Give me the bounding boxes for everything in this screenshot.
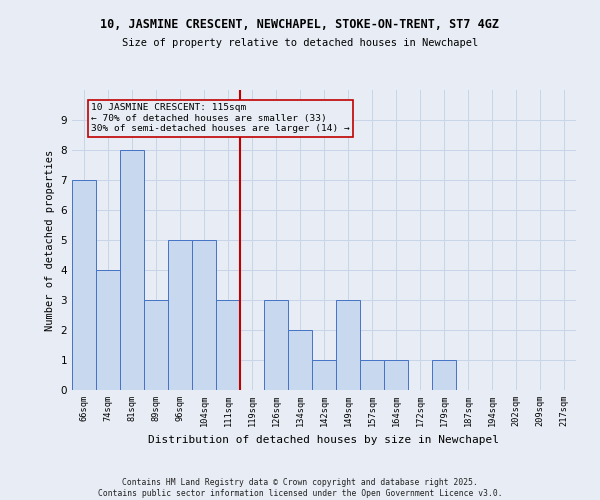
Bar: [312, 360, 336, 390]
Text: Size of property relative to detached houses in Newchapel: Size of property relative to detached ho…: [122, 38, 478, 48]
Bar: [72, 180, 96, 390]
Bar: [432, 360, 456, 390]
Text: 10 JASMINE CRESCENT: 115sqm
← 70% of detached houses are smaller (33)
30% of sem: 10 JASMINE CRESCENT: 115sqm ← 70% of det…: [91, 104, 350, 134]
Bar: [144, 300, 168, 390]
Bar: [120, 150, 144, 390]
Bar: [168, 240, 192, 390]
Bar: [192, 240, 216, 390]
Bar: [216, 300, 240, 390]
Bar: [96, 270, 120, 390]
X-axis label: Distribution of detached houses by size in Newchapel: Distribution of detached houses by size …: [149, 434, 499, 444]
Y-axis label: Number of detached properties: Number of detached properties: [45, 150, 55, 330]
Bar: [264, 300, 288, 390]
Text: Contains HM Land Registry data © Crown copyright and database right 2025.
Contai: Contains HM Land Registry data © Crown c…: [98, 478, 502, 498]
Bar: [336, 300, 360, 390]
Text: 10, JASMINE CRESCENT, NEWCHAPEL, STOKE-ON-TRENT, ST7 4GZ: 10, JASMINE CRESCENT, NEWCHAPEL, STOKE-O…: [101, 18, 499, 30]
Bar: [360, 360, 384, 390]
Bar: [384, 360, 408, 390]
Bar: [288, 330, 312, 390]
